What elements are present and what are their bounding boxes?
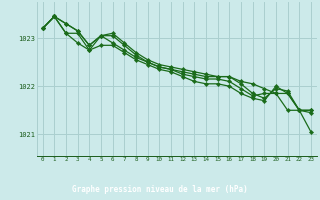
Text: Graphe pression niveau de la mer (hPa): Graphe pression niveau de la mer (hPa): [72, 185, 248, 194]
